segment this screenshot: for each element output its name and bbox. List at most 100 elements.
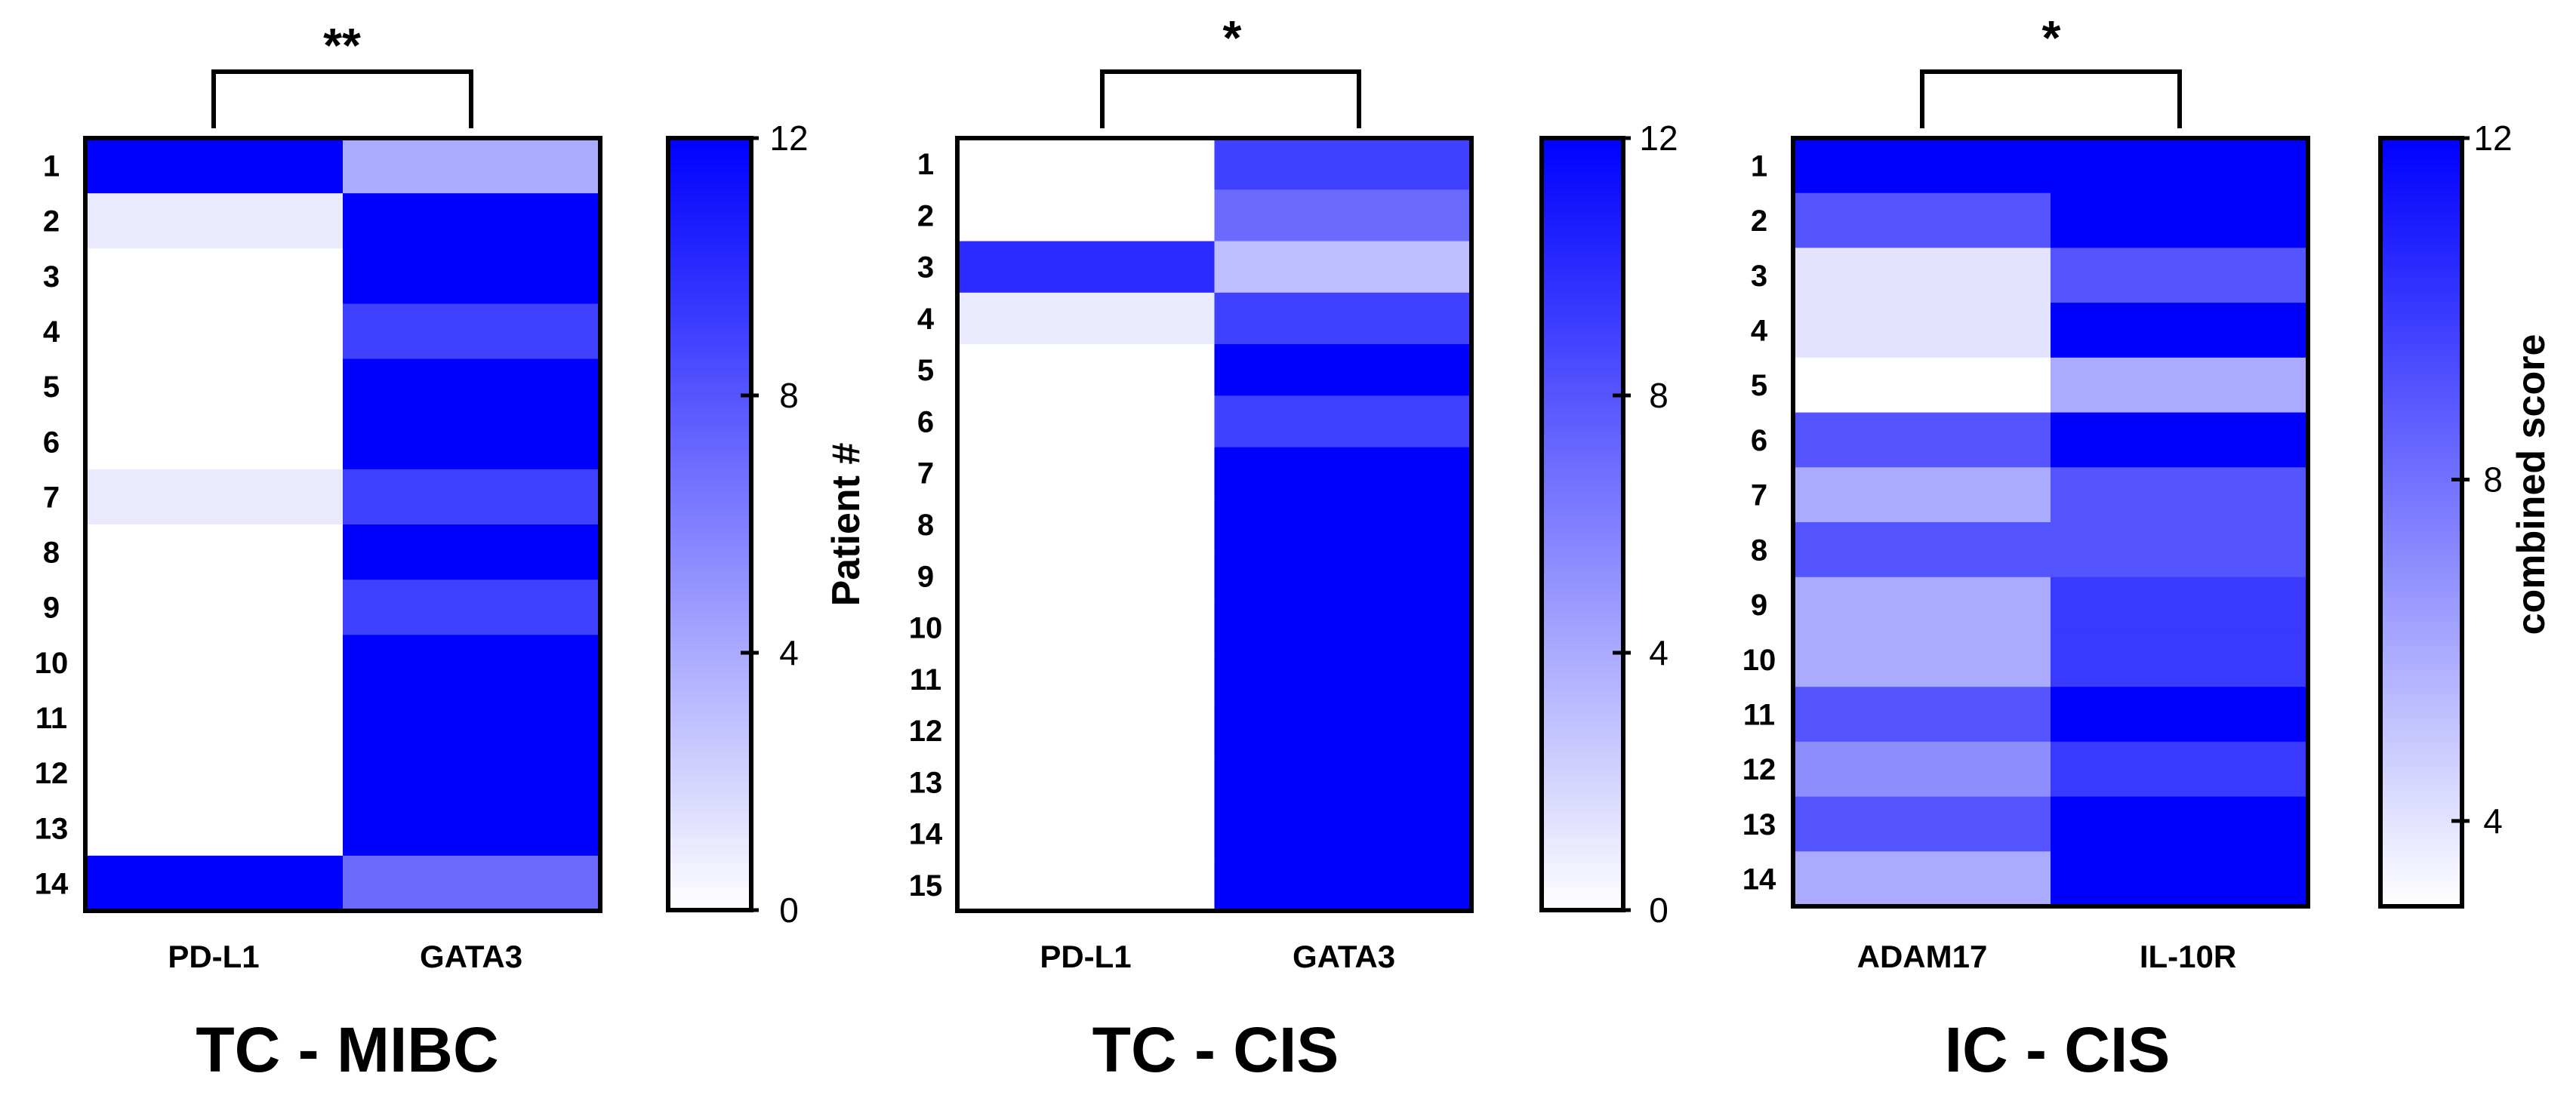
colorbar-gradient [1539,136,1625,912]
colorbar-gradient [666,136,753,912]
heatmap-cell-r7-c2 [343,469,601,525]
row-label-5: 5 [43,371,60,404]
heatmap-cell-r14-c1 [1793,851,2051,907]
row-label-5: 5 [1751,369,1767,402]
colorbar-tick-label-4: 4 [1649,633,1669,672]
row-label-6: 6 [1751,424,1767,457]
column-label-1: IL-10R [2140,939,2236,974]
heatmap-cell-r14-c2 [343,855,601,912]
heatmap-cells [957,138,1472,912]
heatmap-cell-r7-c2 [2051,467,2309,523]
heatmap-cell-r14-c2 [2051,851,2309,907]
heatmap-cell-r7-c1 [1793,467,2051,523]
heatmap-cell-r9-c1 [957,550,1216,602]
heatmap-cell-r9-c1 [85,580,344,635]
heatmap-cell-r13-c2 [343,800,601,857]
heatmap-cell-r5-c1 [957,344,1216,396]
heatmap-cell-r9-c2 [1214,550,1472,602]
row-label-8: 8 [1751,534,1767,567]
colorbar-tick-label-4: 4 [779,633,799,672]
heatmap-cell-r11-c2 [1214,653,1472,706]
row-label-10: 10 [909,612,943,645]
row-label-9: 9 [917,560,934,593]
heatmap-cell-r9-c1 [1793,577,2051,633]
colorbar-tick-label-12: 12 [769,118,808,158]
heatmap-cell-r8-c1 [85,524,344,580]
heatmap-cell-r4-c2 [343,303,601,360]
heatmap-cell-r6-c1 [1793,412,2051,468]
heatmap-cell-r4-c1 [1793,303,2051,358]
colorbar: 0 4 8 12 [1539,118,1678,930]
row-label-2: 2 [1751,205,1767,238]
heatmap-cell-r4-c1 [957,292,1216,345]
row-label-14: 14 [1742,863,1776,897]
heatmap-cell-r14-c1 [957,807,1216,860]
row-label-4: 4 [43,315,60,349]
heatmap-cell-r11-c2 [343,690,601,746]
significance-bracket [1100,69,1361,128]
heatmap-cell-r12-c2 [343,745,601,801]
row-label-8: 8 [43,537,60,570]
row-label-13: 13 [1742,808,1776,841]
row-label-3: 3 [1751,260,1767,293]
heatmap-cell-r14-c2 [1214,807,1472,860]
heatmap-cells [1793,138,2309,907]
significance-bracket [1920,69,2182,128]
heatmap-cell-r6-c1 [957,395,1216,448]
row-label-4: 4 [917,303,935,336]
row-label-12: 12 [35,757,69,790]
heatmap-cell-r10-c1 [85,635,344,691]
column-label-0: ADAM17 [1857,939,1988,974]
row-label-3: 3 [43,260,60,294]
colorbar-label: combined score [2510,334,2553,635]
column-label-1: GATA3 [1293,939,1395,974]
heatmap-cell-r4-c1 [85,303,344,360]
significance-stars: * [2042,11,2061,65]
row-label-14: 14 [35,867,69,900]
heatmap-cell-r15-c2 [1214,859,1472,912]
row-label-11: 11 [1743,699,1775,732]
heatmap-cell-r3-c1 [957,241,1216,294]
heatmap-cell-r12-c2 [2051,741,2309,798]
heatmap-cell-r8-c1 [957,498,1216,551]
heatmap-cell-r11-c1 [957,653,1216,706]
heatmap-cell-r5-c2 [1214,344,1472,396]
heatmap-cell-r11-c1 [1793,687,2051,743]
heatmap-cell-r11-c2 [2051,687,2309,743]
y-axis-title: Patient # [824,443,868,607]
heatmap-cell-r7-c2 [1214,447,1472,500]
heatmap-frame [83,136,602,913]
heatmap-cell-r13-c1 [957,756,1216,809]
heatmap-cell-r9-c2 [2051,577,2309,633]
heatmap-frame [955,136,1474,913]
heatmap-cell-r7-c1 [957,447,1216,500]
heatmap-cell-r12-c1 [1793,741,2051,798]
heatmap-cell-r10-c2 [2051,632,2309,687]
heatmap-cell-r3-c1 [85,248,344,305]
row-label-7: 7 [43,481,60,514]
row-label-6: 6 [917,405,934,438]
heatmap-cell-r11-c1 [85,690,344,746]
heatmap-cell-r4-c2 [2051,303,2309,358]
heatmap-cell-r13-c1 [85,800,344,857]
colorbar: 0 4 8 12 [666,118,809,930]
heatmap-cell-r10-c2 [343,635,601,691]
row-label-15: 15 [909,869,943,903]
heatmap-cell-r5-c2 [2051,357,2309,414]
row-label-14: 14 [909,818,943,851]
row-label-6: 6 [43,426,60,459]
panel-title: TC - CIS [1092,1014,1339,1085]
heatmap-frame [1791,136,2310,909]
heatmap-cell-r1-c1 [85,138,344,194]
row-label-10: 10 [1742,644,1776,677]
heatmap-cell-r6-c2 [1214,395,1472,448]
colorbar-tick-label-0: 0 [1649,890,1669,930]
heatmap-cell-r5-c2 [343,358,601,415]
significance-stars: * [1223,11,1242,65]
heatmap-cells [85,138,601,912]
